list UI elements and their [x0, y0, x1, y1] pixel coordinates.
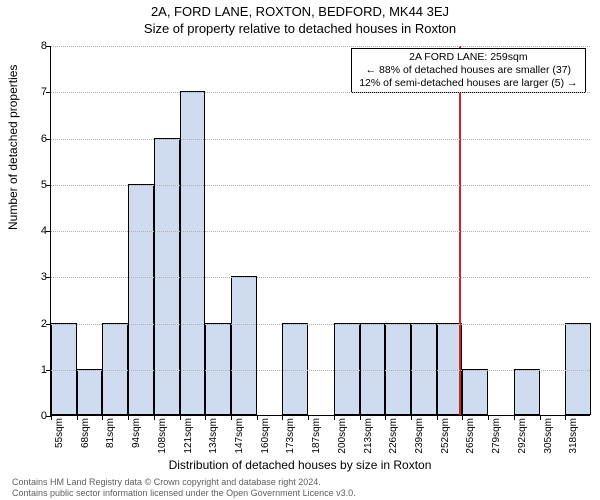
x-tick-mark	[128, 415, 129, 420]
gridline-h	[51, 277, 590, 278]
annotation-line1: 2A FORD LANE: 259sqm	[356, 51, 581, 64]
x-axis-label: Distribution of detached houses by size …	[0, 458, 600, 472]
histogram-bar	[360, 323, 386, 416]
histogram-bar	[205, 323, 231, 416]
y-tick-label: 7	[29, 86, 47, 98]
footer-line2: Contains public sector information licen…	[12, 488, 356, 498]
y-tick-label: 0	[29, 410, 47, 422]
y-tick-mark	[46, 185, 51, 186]
y-tick-mark	[46, 92, 51, 93]
y-tick-mark	[46, 231, 51, 232]
histogram-bar	[565, 323, 591, 416]
gridline-h	[51, 139, 590, 140]
histogram-bar	[154, 138, 180, 416]
x-tick-mark	[231, 415, 232, 420]
y-tick-mark	[46, 370, 51, 371]
x-tick-mark	[180, 415, 181, 420]
x-tick-mark	[565, 415, 566, 420]
x-tick-mark	[154, 415, 155, 420]
title-address: 2A, FORD LANE, ROXTON, BEDFORD, MK44 3EJ	[0, 0, 600, 19]
histogram-bar	[462, 369, 488, 415]
histogram-bar	[514, 369, 540, 415]
y-tick-label: 4	[29, 225, 47, 237]
gridline-h	[51, 185, 590, 186]
histogram-bar	[282, 323, 308, 416]
y-tick-mark	[46, 324, 51, 325]
x-tick-mark	[437, 415, 438, 420]
histogram-bar	[334, 323, 360, 416]
figure-container: 2A, FORD LANE, ROXTON, BEDFORD, MK44 3EJ…	[0, 0, 600, 500]
x-tick-mark	[102, 415, 103, 420]
x-tick-mark	[514, 415, 515, 420]
gridline-h	[51, 92, 590, 93]
x-tick-mark	[462, 415, 463, 420]
annotation-line3: 12% of semi-detached houses are larger (…	[356, 77, 581, 90]
y-tick-mark	[46, 139, 51, 140]
x-tick-mark	[411, 415, 412, 420]
x-tick-mark	[360, 415, 361, 420]
x-tick-mark	[334, 415, 335, 420]
x-tick-mark	[308, 415, 309, 420]
x-tick-mark	[488, 415, 489, 420]
histogram-bar	[77, 369, 103, 415]
annotation-box: 2A FORD LANE: 259sqm ← 88% of detached h…	[351, 48, 586, 93]
x-tick-mark	[51, 415, 52, 420]
histogram-bar	[102, 323, 128, 416]
gridline-h	[51, 231, 590, 232]
y-tick-label: 1	[29, 364, 47, 376]
annotation-line2: ← 88% of detached houses are smaller (37…	[356, 64, 581, 77]
histogram-bar	[385, 323, 411, 416]
x-tick-mark	[282, 415, 283, 420]
y-tick-label: 2	[29, 318, 47, 330]
y-axis-label: Number of detached properties	[6, 65, 20, 230]
title-subtitle: Size of property relative to detached ho…	[0, 19, 600, 36]
histogram-bar	[231, 276, 257, 415]
footer-attribution: Contains HM Land Registry data © Crown c…	[12, 477, 356, 498]
histogram-bar	[51, 323, 77, 416]
x-tick-mark	[257, 415, 258, 420]
y-tick-label: 6	[29, 133, 47, 145]
footer-line1: Contains HM Land Registry data © Crown c…	[12, 477, 356, 487]
y-tick-label: 5	[29, 179, 47, 191]
y-tick-label: 3	[29, 271, 47, 283]
gridline-h	[51, 370, 590, 371]
x-tick-mark	[385, 415, 386, 420]
gridline-h	[51, 46, 590, 47]
x-tick-mark	[205, 415, 206, 420]
y-tick-mark	[46, 46, 51, 47]
histogram-bar	[411, 323, 437, 416]
histogram-bar	[128, 184, 154, 415]
x-tick-mark	[77, 415, 78, 420]
x-tick-mark	[540, 415, 541, 420]
histogram-bar	[180, 91, 206, 415]
y-tick-mark	[46, 277, 51, 278]
gridline-h	[51, 324, 590, 325]
y-tick-label: 8	[29, 40, 47, 52]
plot-area: 2A FORD LANE: 259sqm ← 88% of detached h…	[50, 46, 590, 416]
